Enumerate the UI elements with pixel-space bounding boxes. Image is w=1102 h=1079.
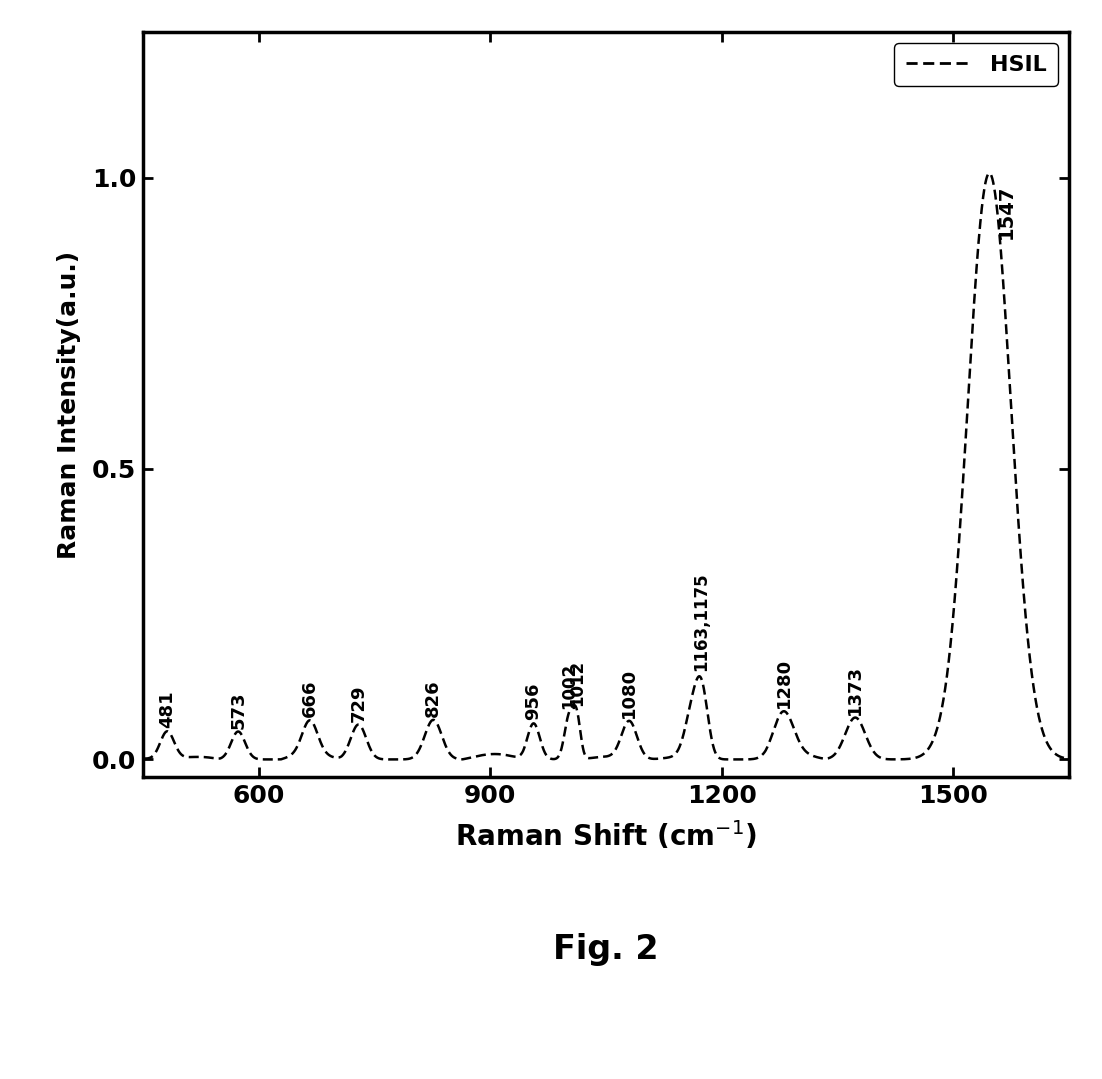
X-axis label: Raman Shift (cm$^{-1}$): Raman Shift (cm$^{-1}$): [455, 819, 757, 851]
Text: 573: 573: [229, 692, 247, 728]
Text: 481: 481: [159, 691, 176, 728]
Text: 826: 826: [424, 680, 442, 716]
Text: 729: 729: [349, 684, 367, 722]
Text: 956: 956: [525, 683, 542, 721]
Legend: HSIL: HSIL: [895, 43, 1058, 85]
Text: 1080: 1080: [620, 668, 638, 718]
Text: 1163,1175: 1163,1175: [692, 573, 710, 671]
Text: 1280: 1280: [775, 658, 792, 708]
Text: 666: 666: [301, 680, 318, 718]
Text: 1547: 1547: [997, 185, 1016, 240]
Text: 1373: 1373: [846, 665, 864, 714]
Y-axis label: Raman Intensity(a.u.): Raman Intensity(a.u.): [57, 250, 80, 559]
Text: Fig. 2: Fig. 2: [553, 933, 659, 966]
Text: 1002: 1002: [560, 663, 579, 709]
Text: 1012: 1012: [568, 660, 586, 707]
